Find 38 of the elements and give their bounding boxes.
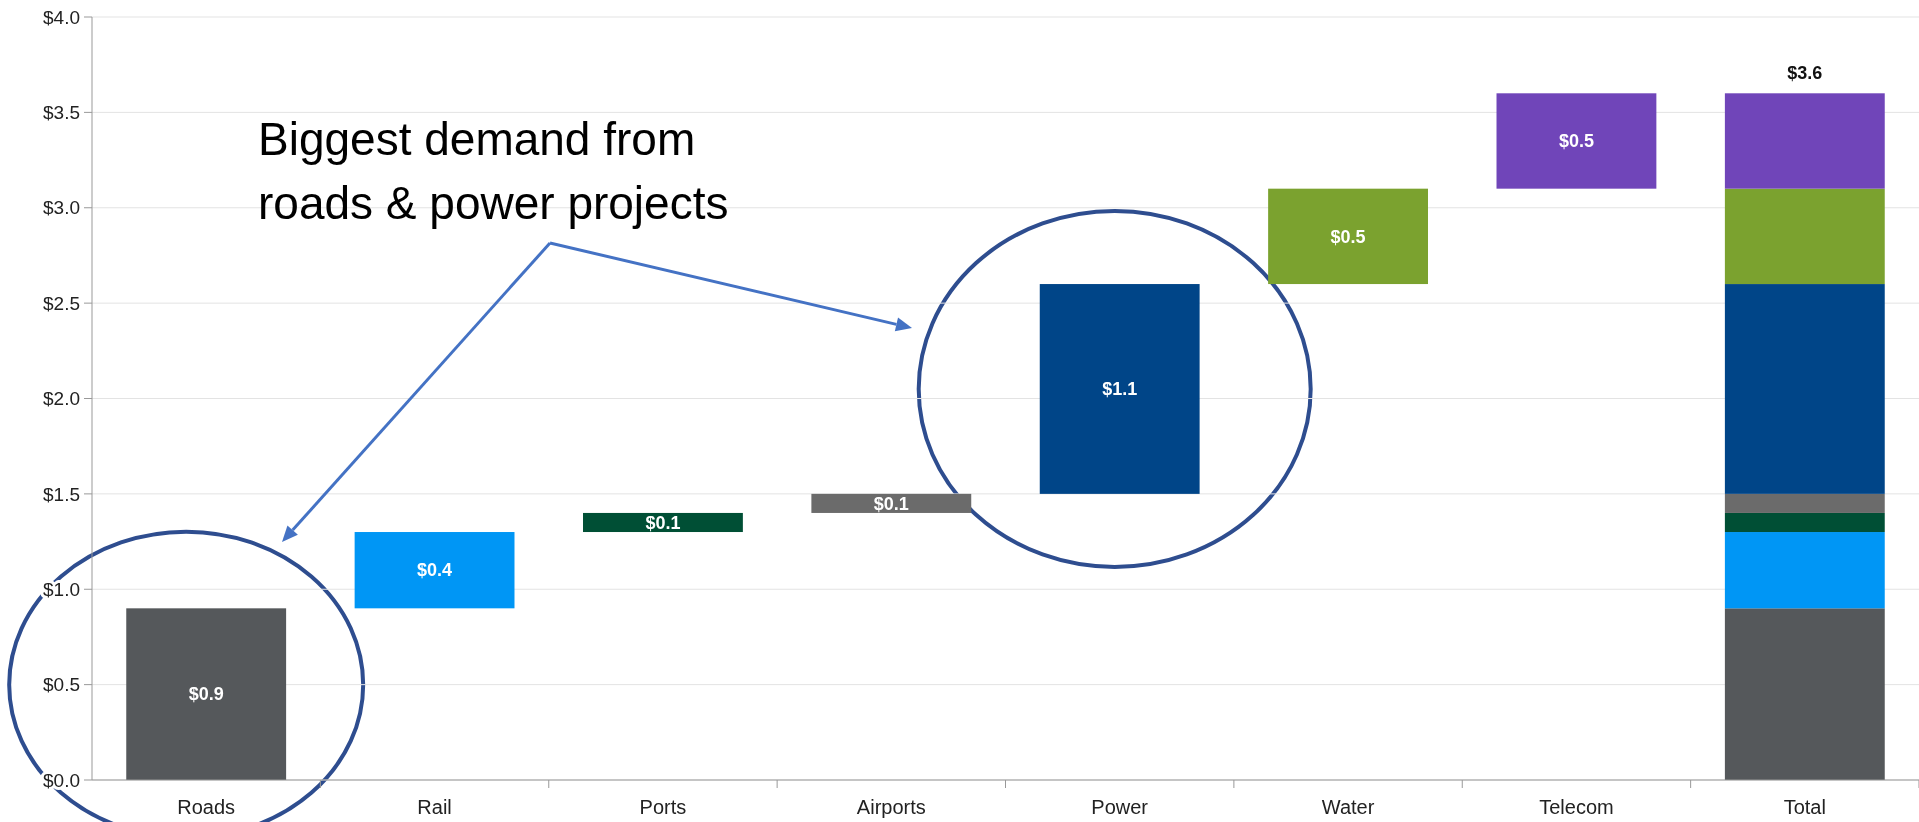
x-tick-label: Rail bbox=[417, 796, 452, 818]
bar bbox=[1724, 512, 1885, 533]
x-tick-label: Water bbox=[1321, 796, 1375, 818]
bar bbox=[811, 493, 972, 513]
y-tick-label: $3.0 bbox=[43, 197, 80, 219]
y-tick-label: $3.5 bbox=[43, 102, 80, 124]
y-tick-label: $0.5 bbox=[43, 674, 80, 696]
bar bbox=[1724, 188, 1885, 285]
y-tick-label: $2.5 bbox=[43, 292, 80, 314]
data-label: $0.1 bbox=[645, 512, 681, 533]
annotation: Biggest demand from roads & power projects bbox=[258, 113, 729, 229]
bar bbox=[126, 608, 287, 780]
total-label: $3.6 bbox=[1787, 63, 1823, 84]
bar bbox=[1724, 284, 1885, 494]
data-label: $0.9 bbox=[188, 684, 224, 705]
bar bbox=[1039, 284, 1200, 494]
y-tick-label: $4.0 bbox=[43, 6, 80, 28]
x-tick-label: Airports bbox=[856, 796, 926, 818]
bar bbox=[1724, 532, 1885, 609]
y-tick-label: $1.5 bbox=[43, 483, 80, 505]
data-label: $0.4 bbox=[417, 560, 453, 581]
data-label: $0.5 bbox=[1558, 131, 1594, 152]
data-label: $0.5 bbox=[1330, 226, 1366, 247]
x-tick-label: Telecom bbox=[1539, 796, 1614, 818]
bar bbox=[1496, 93, 1657, 189]
bar bbox=[1724, 93, 1885, 189]
bar bbox=[354, 532, 515, 609]
data-label: $0.1 bbox=[873, 493, 909, 514]
x-tick-label: Total bbox=[1783, 796, 1826, 818]
bar bbox=[1268, 188, 1428, 285]
x-tick-label: Power bbox=[1091, 796, 1149, 818]
data-label: $1.1 bbox=[1102, 379, 1138, 400]
y-tick-label: $2.0 bbox=[43, 388, 80, 410]
x-tick-label: Ports bbox=[639, 796, 687, 818]
bar bbox=[1724, 608, 1885, 780]
bar bbox=[583, 512, 743, 533]
x-tick-label: Roads bbox=[177, 796, 236, 818]
bar bbox=[1724, 493, 1885, 513]
